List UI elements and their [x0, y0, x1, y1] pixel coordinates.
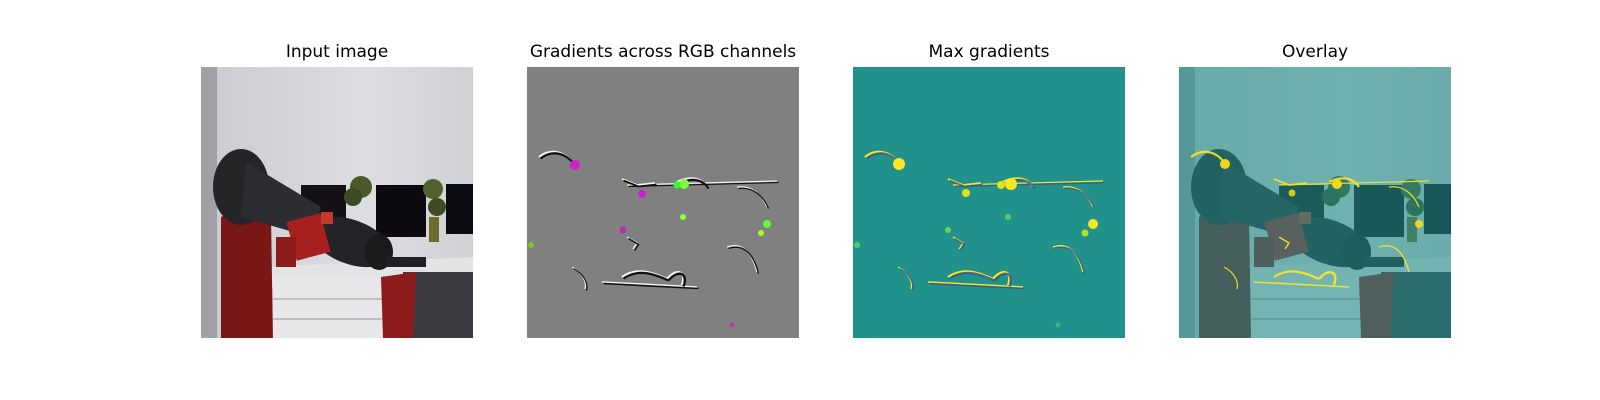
panel-title: Input image	[285, 42, 389, 62]
panel-overlay: Overlay	[1179, 0, 1451, 400]
panel-title: Max gradients	[928, 42, 1050, 62]
robot-arm-office-photo-icon	[201, 67, 473, 338]
panel-input-image: Input image	[201, 0, 473, 400]
gradient-overlay-photo-icon	[1179, 67, 1451, 338]
panel-max-gradients: Max gradients	[853, 0, 1125, 400]
max-gradient-heatmap-icon	[853, 67, 1125, 338]
panel-title: Gradients across RGB channels	[529, 42, 797, 62]
rgb-gradient-map-icon	[527, 67, 799, 338]
panel-rgb-gradients: Gradients across RGB channels	[527, 0, 799, 400]
panel-title: Overlay	[1281, 42, 1349, 62]
